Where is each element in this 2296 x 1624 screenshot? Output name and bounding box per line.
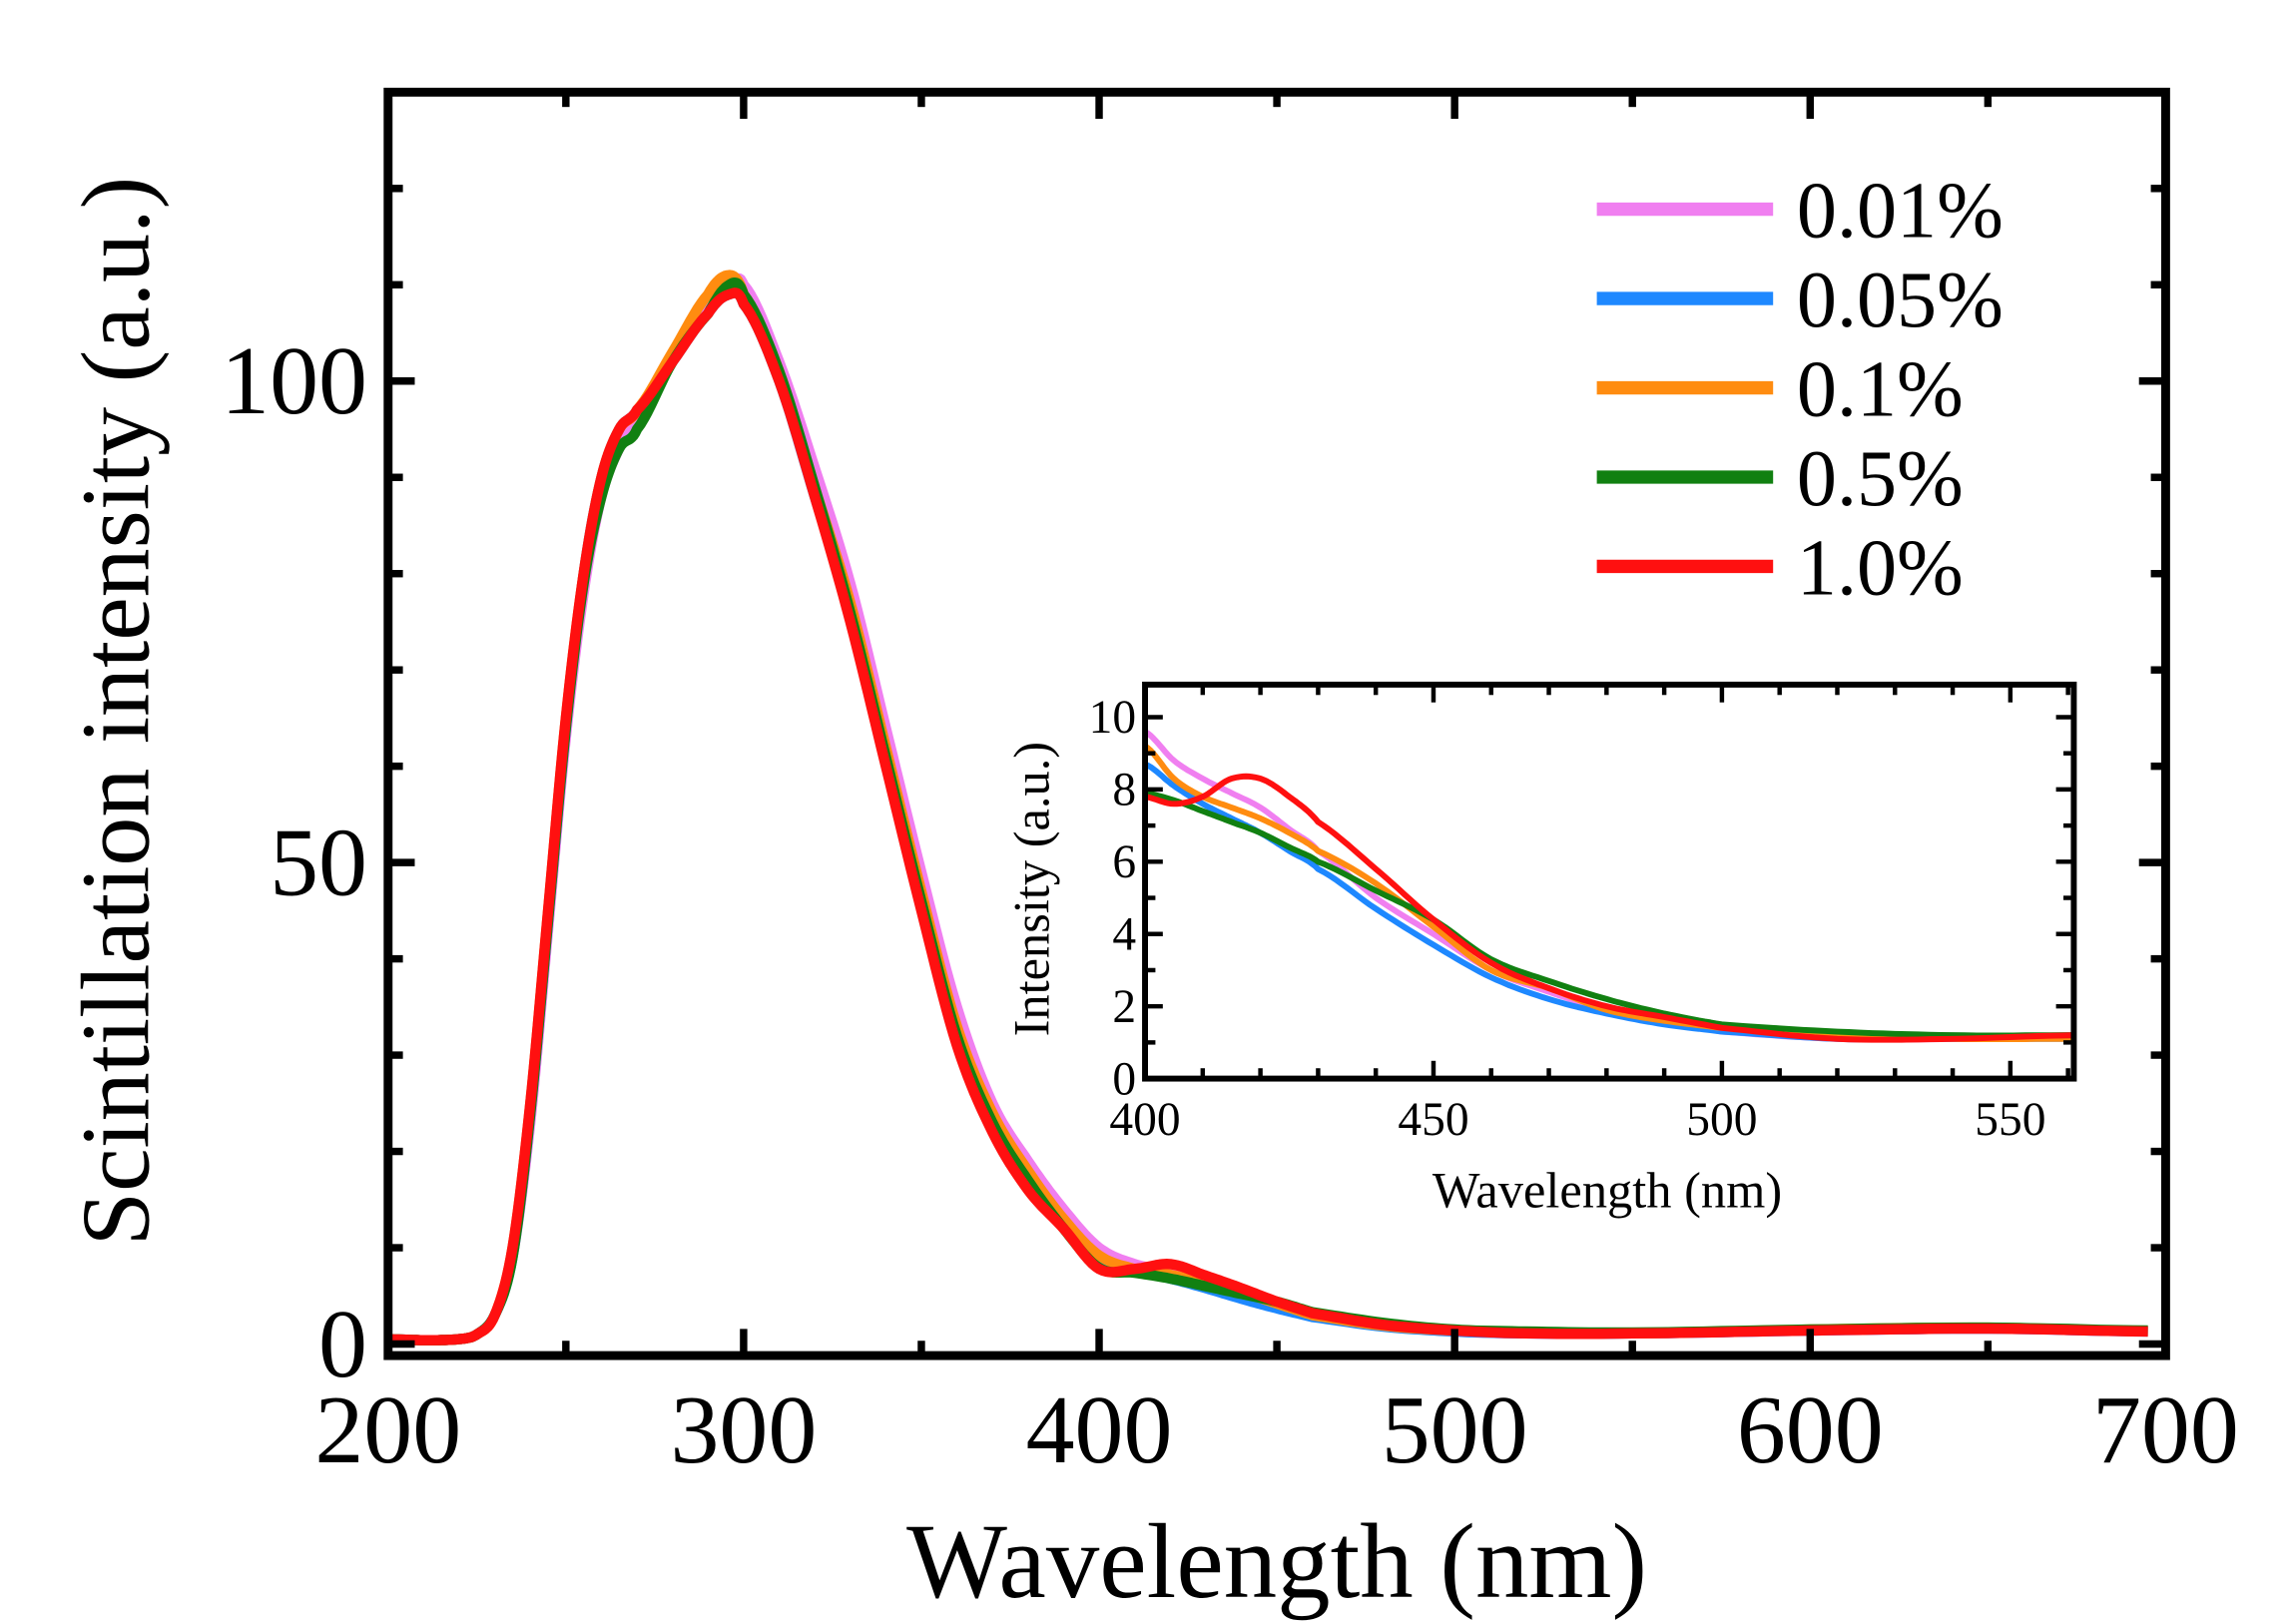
legend-item: 0.5% bbox=[1596, 435, 1964, 523]
inset-x-axis-label: Wavelength (nm) bbox=[1433, 1163, 1782, 1219]
y-tick-label: 10 bbox=[1089, 692, 1136, 744]
y-tick-label: 2 bbox=[1112, 981, 1136, 1033]
inset-background bbox=[1145, 684, 2074, 1079]
legend-label: 0.01% bbox=[1797, 168, 2004, 256]
y-tick-label: 8 bbox=[1112, 765, 1136, 816]
legend-item: 0.05% bbox=[1596, 257, 2004, 344]
inset-tick-labels: 400 450 500 550 0 2 4 6 8 10 bbox=[1089, 692, 2046, 1146]
inset-y-axis-label: Intensity (a.u.) bbox=[1004, 742, 1060, 1037]
legend-label: 0.05% bbox=[1797, 257, 2004, 344]
legend: 0.01%0.05%0.1%0.5%1.0% bbox=[1596, 168, 2004, 613]
x-tick-label: 700 bbox=[2092, 1376, 2239, 1484]
y-tick-label: 6 bbox=[1112, 836, 1136, 888]
x-tick-label: 200 bbox=[314, 1376, 461, 1484]
y-tick-label: 100 bbox=[221, 327, 367, 435]
main-x-axis-label: Wavelength (nm) bbox=[906, 1503, 1647, 1621]
x-tick-label: 450 bbox=[1398, 1094, 1468, 1146]
y-tick-label: 0 bbox=[318, 1291, 367, 1398]
x-tick-label: 400 bbox=[1109, 1094, 1180, 1146]
legend-item: 1.0% bbox=[1596, 525, 1964, 613]
x-tick-label: 500 bbox=[1382, 1376, 1528, 1484]
main-y-axis-label: Scintillation intensity (a.u.) bbox=[62, 177, 170, 1247]
x-tick-label: 400 bbox=[1026, 1376, 1173, 1484]
series-line-1-0- bbox=[1144, 773, 2074, 1043]
x-tick-label: 300 bbox=[670, 1376, 817, 1484]
legend-label: 0.1% bbox=[1797, 346, 1964, 434]
legend-label: 0.5% bbox=[1797, 435, 1964, 523]
legend-item: 0.1% bbox=[1596, 346, 1964, 434]
main-plot-frame bbox=[383, 87, 2170, 1360]
inset-plot-frame bbox=[1142, 681, 2077, 1082]
series-line-1-0- bbox=[386, 287, 2148, 1346]
y-tick-label: 4 bbox=[1112, 908, 1136, 960]
inset-plot-lines bbox=[1143, 729, 2074, 1043]
legend-label: 1.0% bbox=[1797, 525, 1964, 613]
y-tick-label: 50 bbox=[270, 809, 367, 916]
main-plot-lines bbox=[386, 270, 2148, 1346]
y-tick-label: 0 bbox=[1112, 1053, 1136, 1105]
x-tick-label: 500 bbox=[1686, 1094, 1757, 1146]
x-tick-label: 600 bbox=[1737, 1376, 1884, 1484]
x-tick-label: 550 bbox=[1975, 1094, 2045, 1146]
legend-item: 0.01% bbox=[1596, 168, 2004, 256]
